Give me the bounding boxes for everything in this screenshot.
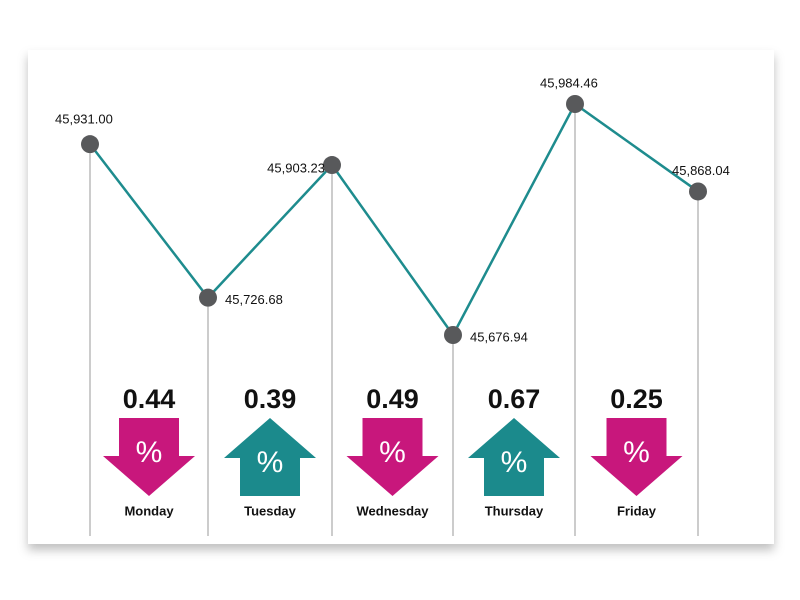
day-label: Thursday [485, 503, 544, 518]
day-label: Monday [124, 503, 174, 518]
change-value: 0.25 [610, 384, 663, 414]
change-value: 0.49 [366, 384, 419, 414]
day-label: Tuesday [244, 503, 297, 518]
percent-sign: % [257, 446, 284, 479]
day-label: Wednesday [356, 503, 429, 518]
point [81, 135, 99, 154]
point [199, 288, 217, 307]
day-label: Friday [617, 503, 657, 518]
arrow [468, 418, 560, 496]
percent-sign: % [379, 436, 406, 469]
point [323, 156, 341, 175]
value-label: 45,903.23 [267, 160, 325, 175]
percent-sign: % [623, 436, 650, 469]
value-label: 45,676.94 [470, 329, 528, 344]
arrow [346, 418, 439, 496]
value-label: 45,984.46 [540, 75, 598, 90]
line [89, 102, 699, 338]
point [689, 182, 707, 201]
point [444, 326, 462, 344]
percent-sign: % [136, 436, 163, 469]
arrow [590, 418, 683, 496]
change-value: 0.39 [244, 384, 297, 414]
value-label: 45,726.68 [225, 292, 283, 307]
change-value: 0.67 [488, 384, 541, 414]
arrow [103, 418, 195, 496]
value-label: 45,868.04 [672, 163, 730, 178]
point [566, 95, 584, 113]
percent-sign: % [501, 446, 528, 479]
arrow [224, 418, 316, 496]
value-label: 45,931.00 [55, 112, 113, 127]
change-value: 0.44 [123, 384, 176, 414]
